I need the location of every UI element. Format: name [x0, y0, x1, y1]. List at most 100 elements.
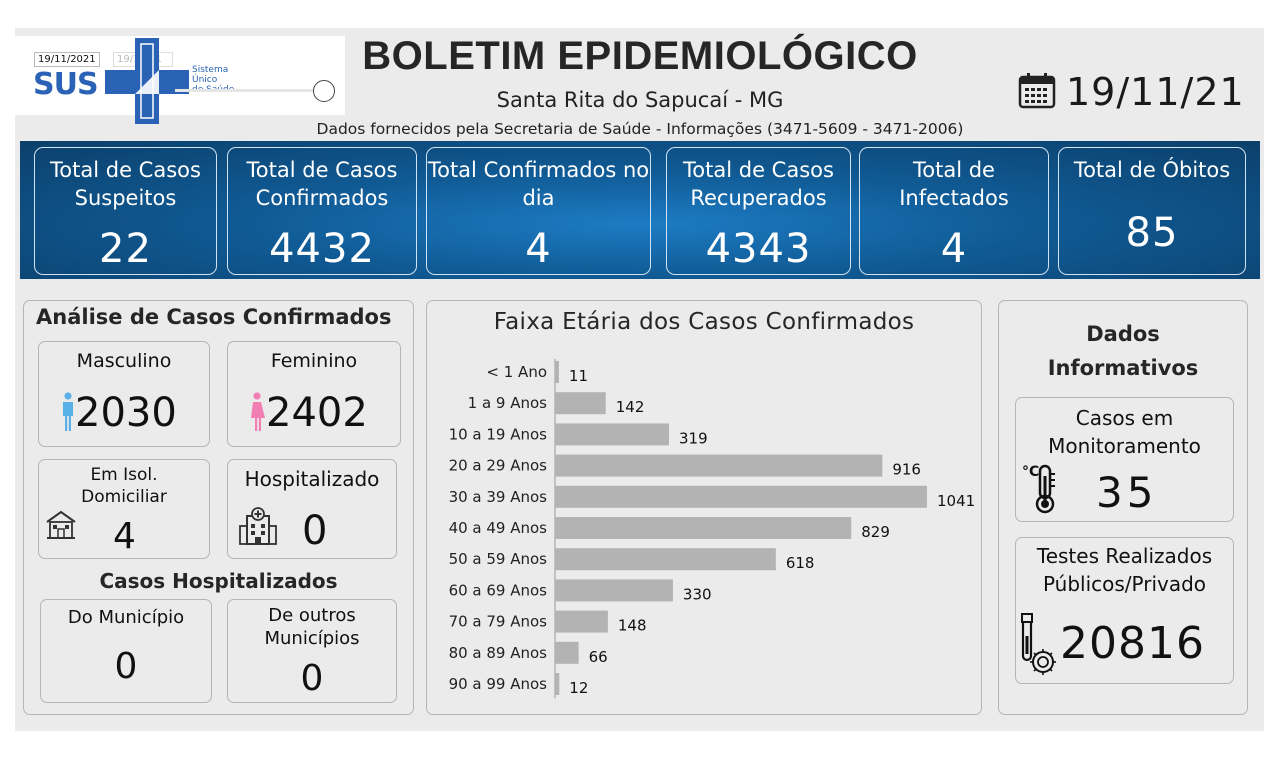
home-isolation-label: Em Isol. Domiciliar — [81, 465, 167, 507]
home-isolation-value: 4 — [113, 516, 136, 557]
monitoring-card: Casos em Monitoramento °C 35 — [1015, 397, 1234, 522]
age-bar[interactable] — [555, 548, 776, 571]
category-label: 70 a 79 Anos — [449, 613, 548, 631]
bar-value-label: 12 — [569, 679, 588, 697]
age-bar[interactable] — [555, 579, 673, 602]
age-bar[interactable] — [555, 392, 606, 415]
hospitalized-section-title: Casos Hospitalizados — [99, 569, 338, 593]
hospitalized-value: 0 — [302, 508, 328, 554]
header-date: 19/11/21 — [1066, 70, 1245, 114]
kpi-label: Total de Óbitos — [1073, 158, 1231, 182]
chart-title: Faixa Etária dos Casos Confirmados — [493, 309, 915, 335]
kpi-value: 4343 — [705, 226, 812, 272]
house-icon — [46, 510, 76, 539]
bar-value-label: 1041 — [937, 492, 975, 510]
age-bar-chart: < 1 Ano 11 1 a 9 Anos 142 10 a 19 Anos 319 20 … — [449, 359, 975, 699]
thermometer-icon: °C — [1022, 464, 1055, 514]
analysis-title: Análise de Casos Confirmados — [36, 305, 392, 329]
age-bar[interactable] — [555, 610, 608, 633]
tests-label: Testes Realizados Públicos/Privado — [1036, 544, 1213, 596]
logo-date-badge: 19/11/2021 — [34, 52, 100, 67]
info-panel: Dados Informativos Casos em Monitorament… — [998, 300, 1248, 715]
kpi-band: Total de Casos Suspeitos 22 Total de Cas… — [20, 141, 1260, 279]
age-bar[interactable] — [555, 361, 559, 383]
bar-value-label: 618 — [786, 554, 815, 572]
tests-card: Testes Realizados Públicos/Privado 20816 — [1015, 537, 1234, 684]
hospitalized-label: Hospitalizado — [244, 467, 380, 491]
bar-value-label: 330 — [683, 585, 712, 603]
kpi-deaths: Total de Óbitos 85 — [1058, 147, 1246, 275]
age-bar[interactable] — [555, 454, 883, 477]
kpi-label: Total Confirmados no dia — [427, 158, 650, 210]
bar-value-label: 916 — [892, 461, 921, 479]
female-person-icon — [251, 392, 265, 431]
slider-track[interactable] — [175, 89, 325, 92]
hospital-icon — [239, 507, 277, 545]
sus-brand: SUS — [33, 67, 99, 102]
sus-cross-icon — [105, 38, 189, 124]
category-label: 50 a 59 Anos — [449, 550, 548, 568]
calendar-icon — [1018, 73, 1056, 109]
test-tube-virus-icon — [1021, 613, 1056, 675]
kpi-value: 4432 — [269, 226, 375, 272]
category-label: 40 a 49 Anos — [449, 519, 548, 537]
bar-value-label: 11 — [569, 367, 588, 385]
kpi-value: 85 — [1125, 210, 1179, 256]
category-label: 10 a 19 Anos — [449, 425, 548, 443]
bar-value-label: 829 — [861, 523, 890, 541]
municipality-value: 0 — [114, 646, 138, 687]
home-isolation-card: Em Isol. Domiciliar 4 — [38, 459, 210, 559]
kpi-label: Total de Casos Recuperados — [683, 158, 834, 210]
municipality-label: Do Município — [67, 607, 185, 628]
page-title: BOLETIM EPIDEMIOLÓGICO — [362, 34, 918, 78]
bar-value-label: 142 — [616, 398, 645, 416]
municipality-card: Do Município 0 — [40, 599, 212, 703]
kpi-suspected: Total de Casos Suspeitos 22 — [34, 147, 217, 275]
female-label: Feminino — [270, 350, 358, 372]
bar-value-label: 66 — [589, 648, 608, 666]
other-municipalities-card: De outros Municípios 0 — [227, 599, 397, 703]
hospitalized-card: Hospitalizado 0 — [227, 459, 397, 559]
category-label: 20 a 29 Anos — [449, 457, 548, 475]
category-label: 80 a 89 Anos — [449, 644, 548, 662]
kpi-value: 22 — [99, 226, 152, 272]
category-label: 60 a 69 Anos — [449, 581, 548, 599]
category-label: 1 a 9 Anos — [468, 394, 548, 412]
analysis-panel: Análise de Casos Confirmados Masculino 2… — [23, 300, 414, 715]
female-card: Feminino 2402 — [227, 341, 401, 447]
source-info: Dados fornecidos pela Secretaria de Saúd… — [316, 120, 964, 138]
age-bar[interactable] — [555, 485, 927, 508]
kpi-value: 4 — [525, 226, 552, 272]
kpi-confirmed-today: Total Confirmados no dia 4 — [426, 147, 651, 275]
monitoring-label: Casos em Monitoramento — [1048, 406, 1201, 458]
monitoring-value: 35 — [1096, 468, 1158, 517]
age-bar[interactable] — [555, 517, 852, 539]
kpi-infected: Total de Infectados 4 — [859, 147, 1049, 275]
female-value: 2402 — [266, 390, 368, 436]
bar-value-label: 319 — [679, 429, 708, 447]
age-chart-panel: Faixa Etária dos Casos Confirmados < 1 A… — [426, 300, 982, 715]
age-bar[interactable] — [555, 423, 669, 446]
other-municipalities-label: De outros Municípios — [264, 605, 360, 649]
city-subtitle: Santa Rita do Sapucaí - MG — [496, 88, 784, 112]
male-person-icon — [63, 392, 73, 431]
category-label: < 1 Ano — [486, 363, 547, 381]
tests-label-line: Testes Realizados Públicos/Privado — [1016, 542, 1233, 598]
kpi-label: Total de Infectados — [899, 158, 1009, 210]
bar-value-label: 148 — [618, 617, 647, 635]
other-municipalities-value: 0 — [300, 658, 324, 699]
kpi-confirmed: Total de Casos Confirmados 4432 — [227, 147, 417, 275]
tests-value: 20816 — [1060, 618, 1205, 669]
info-title: Dados Informativos — [1047, 322, 1199, 380]
age-bar[interactable] — [555, 673, 560, 695]
category-label: 90 a 99 Anos — [449, 675, 548, 693]
male-value: 2030 — [75, 390, 177, 436]
age-bar[interactable] — [555, 641, 579, 664]
svg-text:°C: °C — [1022, 464, 1039, 480]
category-label: 30 a 39 Anos — [449, 488, 548, 506]
sus-logo-box: 19/11/2021 19/11/21 SUS Sistema Único de… — [15, 36, 345, 124]
slider-handle[interactable] — [313, 80, 335, 102]
kpi-recovered: Total de Casos Recuperados 4343 — [666, 147, 851, 275]
kpi-label: Total de Casos Confirmados — [246, 158, 398, 210]
kpi-label: Total de Casos Suspeitos — [50, 158, 201, 210]
